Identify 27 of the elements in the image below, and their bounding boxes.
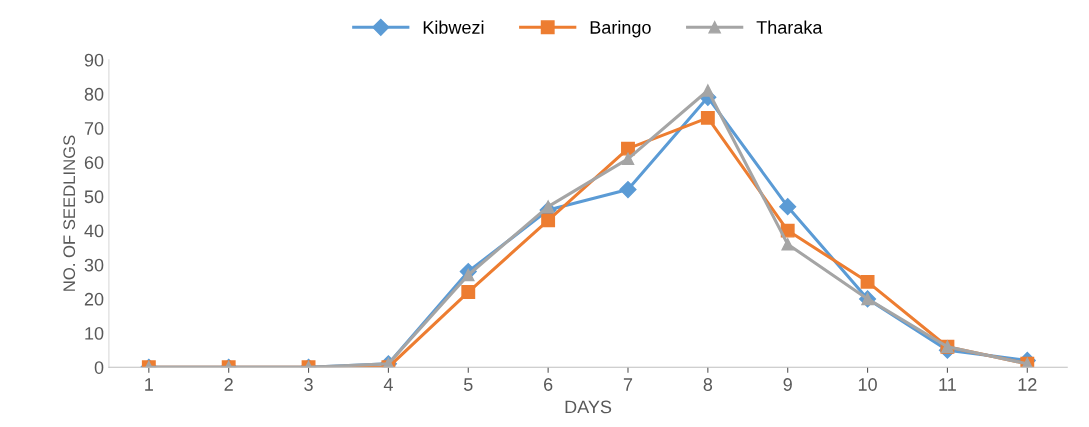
- x-tick-label: 3: [304, 378, 313, 391]
- x-tick-label: 1: [145, 378, 153, 391]
- x-tick-label: 12: [1018, 378, 1037, 391]
- x-tick-label: 8: [703, 378, 713, 391]
- x-tick-label: 11: [939, 378, 956, 391]
- y-tick-label: 70: [84, 122, 104, 135]
- legend-label: Baringo: [590, 20, 651, 38]
- y-tick-label: 10: [85, 326, 104, 340]
- y-axis-title: NO. OF SEEDLINGS: [63, 135, 76, 291]
- x-tick-label: 9: [783, 378, 792, 391]
- y-tick-label: 60: [84, 156, 104, 169]
- y-tick-label: 80: [84, 87, 104, 101]
- x-tick-label: 10: [858, 378, 877, 391]
- y-tick-label: 50: [84, 190, 104, 204]
- y-tick-label: 30: [84, 258, 104, 272]
- y-tick-label: 20: [84, 292, 104, 306]
- y-tick-label: 40: [84, 224, 104, 238]
- legend-label: Kibwezi: [423, 20, 484, 34]
- x-tick-label: 7: [623, 378, 633, 391]
- x-tick-label: 5: [463, 378, 473, 391]
- x-tick-label: 2: [224, 378, 233, 391]
- x-tick-label: 6: [544, 378, 553, 391]
- legend-label: Tharaka: [756, 20, 823, 34]
- y-tick-label: 0: [94, 361, 104, 374]
- x-axis-title: DAYS: [565, 400, 612, 414]
- y-tick-label: 90: [84, 53, 104, 67]
- x-tick-label: 4: [383, 378, 393, 391]
